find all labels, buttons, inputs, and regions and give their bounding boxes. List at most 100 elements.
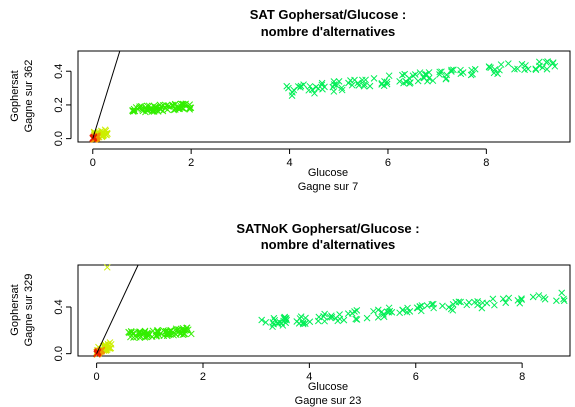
chart-title-line2: nombre d'alternatives (261, 237, 396, 252)
data-point (330, 88, 338, 95)
data-point (504, 60, 512, 67)
data-point (457, 298, 464, 306)
x-tick-label: 4 (286, 157, 292, 169)
data-point (348, 81, 356, 89)
data-point (282, 315, 289, 322)
data-point (179, 104, 187, 112)
data-point (383, 80, 391, 88)
data-point (518, 295, 525, 302)
data-point (338, 84, 346, 92)
y-axis-label-line1: Gophersat (9, 284, 21, 335)
data-point (380, 313, 388, 321)
data-point (136, 103, 144, 110)
x-tick-label: 2 (188, 157, 194, 169)
x-tick-label: 8 (483, 157, 489, 169)
data-point (345, 79, 352, 87)
data-point (436, 71, 443, 78)
x-axis-label-line1: Glucose (308, 167, 348, 179)
data-point (499, 295, 507, 303)
chart-title-line1: SATNoK Gophersat/Glucose : (236, 221, 419, 236)
data-point (293, 318, 301, 325)
data-point (299, 319, 307, 327)
data-point (321, 310, 328, 318)
data-point (553, 297, 560, 305)
data-point (385, 72, 393, 80)
data-point (353, 307, 361, 314)
data-point (274, 319, 282, 327)
data-point (409, 72, 417, 80)
data-point (400, 79, 407, 87)
data-point (306, 82, 314, 90)
data-point (180, 330, 188, 338)
data-point (340, 316, 348, 324)
data-point (404, 304, 411, 312)
data-point (137, 102, 145, 110)
data-point (281, 316, 289, 324)
data-point (262, 319, 270, 326)
data-point (378, 81, 386, 88)
data-point (401, 70, 409, 78)
data-point (148, 105, 156, 113)
data-point (338, 86, 346, 94)
data-point (144, 106, 151, 114)
data-point (560, 297, 568, 305)
data-point (328, 313, 336, 321)
data-point (283, 82, 291, 90)
data-point (560, 295, 567, 303)
data-point (478, 304, 486, 312)
reference-line (92, 50, 121, 139)
chart-title-line2: nombre d'alternatives (261, 24, 396, 39)
data-point (269, 323, 276, 331)
data-point (424, 77, 431, 85)
data-point (361, 80, 368, 88)
data-point (436, 68, 444, 76)
x-axis-label-line1: Glucose (308, 381, 348, 393)
data-point (129, 108, 137, 115)
plot-frame (77, 264, 571, 357)
data-point (551, 62, 559, 70)
data-point (396, 309, 404, 317)
data-points (89, 58, 559, 143)
y-axis-label-line1: Gophersat (9, 70, 21, 121)
data-point (320, 313, 327, 320)
data-point (318, 79, 326, 87)
y-tick-label: 0.4 (53, 299, 65, 314)
chart-panel-2: SATNoK Gophersat/Glucose : nombre d'alte… (9, 221, 571, 407)
data-point (344, 310, 352, 317)
data-point (429, 77, 437, 85)
plot-frame (77, 50, 571, 143)
chart-panel-1: SAT Gophersat/Glucose : nombre d'alterna… (9, 7, 571, 193)
data-point (153, 328, 161, 335)
x-axis-label-line2: Gagne sur 23 (295, 395, 362, 407)
data-point (103, 263, 111, 271)
reference-line (96, 264, 139, 354)
data-point (489, 295, 497, 303)
data-point (457, 70, 465, 78)
data-point (385, 304, 393, 312)
data-point (417, 307, 425, 315)
data-point (106, 344, 114, 352)
data-point (384, 308, 391, 316)
data-point (423, 71, 430, 78)
data-point (362, 76, 369, 84)
data-point (306, 318, 314, 326)
data-point (175, 328, 183, 336)
data-points (93, 263, 568, 358)
data-point (305, 86, 313, 94)
data-point (296, 83, 304, 91)
data-point (128, 329, 135, 336)
data-point (185, 105, 193, 112)
x-tick-label: 0 (90, 157, 96, 169)
y-tick-label: 0.2 (53, 97, 65, 112)
data-point (524, 65, 532, 73)
data-point (157, 330, 165, 337)
x-tick-label: 6 (413, 371, 419, 383)
data-point (516, 299, 524, 307)
data-point (355, 82, 363, 89)
data-point (540, 294, 548, 301)
data-point (539, 64, 546, 71)
data-point (351, 76, 358, 84)
x-tick-label: 4 (306, 371, 312, 383)
data-point (125, 328, 132, 336)
